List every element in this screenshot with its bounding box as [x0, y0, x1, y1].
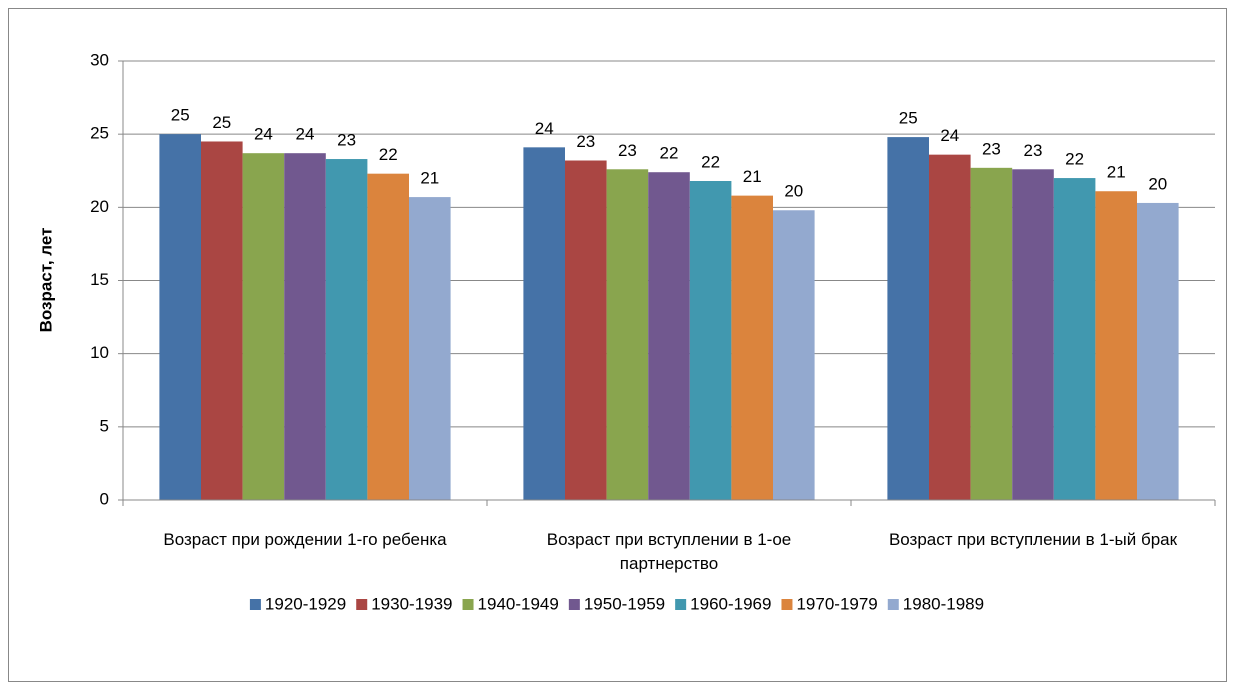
- y-tick-label: 15: [90, 270, 109, 289]
- bar: [284, 153, 326, 500]
- legend-label: 1930-1939: [371, 594, 452, 613]
- data-label: 24: [296, 125, 315, 144]
- data-label: 20: [1148, 174, 1167, 193]
- bar: [731, 195, 773, 501]
- data-label: 23: [576, 132, 595, 151]
- bar: [325, 159, 368, 500]
- bar: [409, 197, 451, 500]
- bar: [367, 173, 409, 500]
- bar: [689, 180, 732, 500]
- bar: [1137, 202, 1179, 500]
- bar: [773, 210, 815, 500]
- legend-swatch: [249, 599, 261, 610]
- bar: [1095, 191, 1137, 500]
- legend-label: 1960-1969: [690, 594, 771, 613]
- bar: [606, 169, 649, 500]
- bar: [648, 172, 690, 501]
- y-tick-label: 0: [100, 489, 109, 508]
- data-label: 22: [701, 152, 720, 171]
- legend-swatch: [675, 599, 687, 610]
- data-label: 22: [660, 144, 679, 163]
- data-label: 22: [379, 145, 398, 164]
- bar: [565, 160, 607, 501]
- legend-swatch: [887, 599, 899, 610]
- bar: [201, 141, 243, 500]
- bar: [887, 137, 929, 501]
- y-tick-label: 20: [90, 197, 109, 216]
- data-label: 23: [1024, 141, 1043, 160]
- legend-swatch: [568, 599, 580, 610]
- data-label: 25: [212, 113, 231, 132]
- data-label: 23: [337, 131, 356, 150]
- data-label: 24: [254, 125, 273, 144]
- data-label: 21: [1107, 163, 1126, 182]
- legend-label: 1920-1929: [265, 594, 346, 613]
- x-tick-label: Возраст при рождении 1-го ребенка: [163, 530, 447, 549]
- legend-swatch: [462, 599, 474, 610]
- bar: [159, 134, 201, 500]
- y-axis-title: Возраст, лет: [36, 228, 55, 333]
- data-label: 24: [940, 126, 959, 145]
- data-label: 25: [899, 109, 918, 128]
- bar: [242, 153, 285, 500]
- y-tick-label: 10: [90, 343, 109, 362]
- bar: [1012, 169, 1054, 500]
- legend-label: 1980-1989: [903, 594, 984, 613]
- data-label: 23: [618, 141, 637, 160]
- data-label: 21: [743, 167, 762, 186]
- x-tick-label: Возраст при вступлении в 1-ое партнерств…: [546, 530, 792, 573]
- bar: [929, 154, 971, 501]
- x-tick-label: Возраст при вступлении в 1-ый брак: [888, 530, 1178, 549]
- bar: [523, 147, 565, 500]
- y-tick-label: 5: [100, 416, 109, 435]
- legend-swatch: [356, 599, 368, 610]
- data-label: 24: [535, 119, 554, 138]
- data-label: 25: [171, 106, 190, 125]
- y-tick-label: 25: [90, 124, 109, 143]
- y-tick-label: 30: [90, 50, 109, 69]
- bar: [1053, 178, 1096, 501]
- data-label: 21: [420, 169, 439, 188]
- legend-swatch: [781, 599, 793, 610]
- legend-label: 1950-1959: [584, 594, 665, 613]
- data-label: 20: [784, 182, 803, 201]
- legend-label: 1940-1949: [478, 594, 559, 613]
- data-label: 22: [1065, 150, 1084, 169]
- data-label: 23: [982, 139, 1001, 158]
- bar: [970, 167, 1013, 500]
- legend-label: 1970-1979: [796, 594, 877, 613]
